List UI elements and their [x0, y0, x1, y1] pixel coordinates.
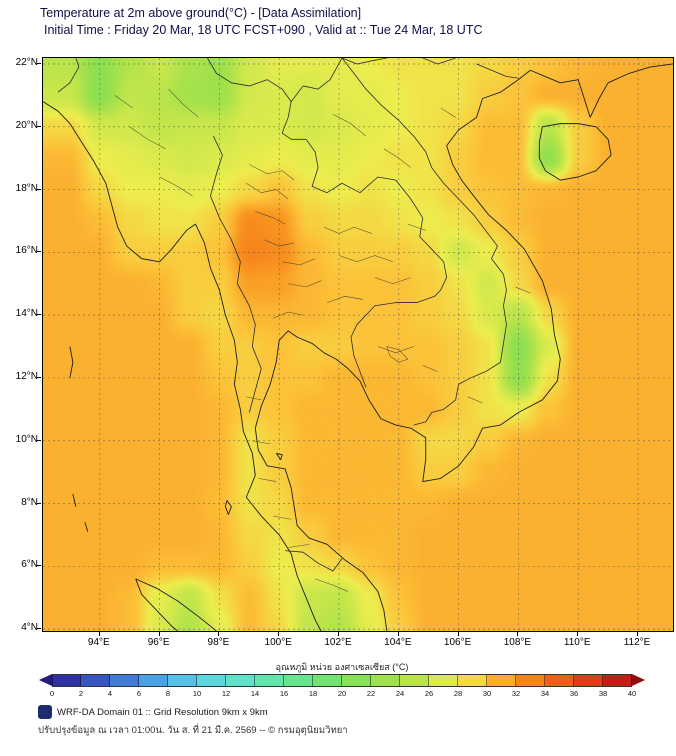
- colorbar-tick-label: 24: [395, 689, 405, 698]
- colorbar-right-arrow: [632, 674, 645, 686]
- colorbar-tick-label: 8: [165, 689, 171, 698]
- x-tick-label: 108°E: [503, 637, 532, 648]
- colorbar-label: อุณหภูมิ หน่วย องศาเซลเซียส (°C): [275, 662, 409, 672]
- colorbar-tick-label: 10: [192, 689, 202, 698]
- x-tick-mark: [637, 632, 639, 636]
- x-tick-label: 104°E: [384, 637, 412, 648]
- colorbar-segment: [487, 675, 516, 686]
- colorbar-tick-label: 0: [49, 689, 55, 698]
- y-tick-mark: [37, 565, 41, 567]
- x-tick-label: 110°E: [563, 637, 591, 648]
- colorbar-tick-label: 30: [482, 689, 492, 698]
- y-tick-mark: [37, 62, 41, 64]
- colorbar-segment: [371, 675, 400, 686]
- colorbar-tick-label: 26: [424, 689, 434, 698]
- colorbar-left-arrow: [39, 674, 52, 686]
- colorbar-tick-label: 14: [250, 689, 260, 698]
- colorbar-ticks: 0 2 4 6 8 10 12 14 16 18 20 22 24 26 28 30 32 34 36 38 40: [49, 689, 637, 699]
- x-tick-label: 98°E: [207, 637, 230, 648]
- x-tick-mark: [98, 632, 100, 636]
- y-tick-label: 18°N: [15, 182, 38, 194]
- x-tick-mark: [278, 632, 280, 636]
- colorbar-segment: [139, 675, 168, 686]
- y-tick-label: 12°N: [15, 370, 38, 382]
- colorbar: [39, 674, 645, 687]
- colorbar-tick-label: 6: [136, 689, 142, 698]
- colorbar-segment: [52, 675, 81, 686]
- y-tick-mark: [37, 376, 41, 378]
- x-tick-mark: [517, 632, 519, 636]
- x-tick-mark: [338, 632, 339, 636]
- x-tick-label: 94°E: [87, 637, 110, 648]
- y-tick-mark: [37, 502, 41, 504]
- footer-update-info: ปรับปรุงข้อมูล ณ เวลา 01:00น. วัน ส. ที่…: [38, 725, 348, 736]
- x-tick-mark: [158, 632, 160, 636]
- y-tick-label: 22°N: [15, 56, 38, 68]
- colorbar-tick-label: 40: [627, 689, 637, 698]
- x-tick-label: 96°E: [147, 637, 170, 648]
- y-tick-mark: [37, 188, 41, 190]
- y-tick-label: 10°N: [15, 433, 38, 445]
- colorbar-segment: [400, 675, 429, 686]
- colorbar-segment: [342, 675, 371, 686]
- colorbar-tick-label: 2: [78, 689, 84, 698]
- colorbar-tick-label: 28: [453, 689, 463, 698]
- colorbar-segment: [81, 675, 110, 686]
- colorbar-tick-label: 12: [221, 689, 231, 698]
- colorbar-segments: [52, 674, 632, 687]
- colorbar-segment: [429, 675, 458, 686]
- colorbar-tick-label: 36: [569, 689, 579, 698]
- y-tick-mark: [37, 314, 41, 316]
- y-tick-mark: [37, 251, 41, 253]
- colorbar-segment: [313, 675, 342, 686]
- x-tick-label: 106°E: [443, 637, 472, 648]
- y-tick-label: 8°N: [21, 496, 38, 508]
- y-tick-label: 14°N: [15, 308, 38, 320]
- x-tick-label: 100°E: [264, 637, 292, 648]
- map-plot: [42, 57, 674, 632]
- colorbar-segment: [574, 675, 603, 686]
- footer-domain-info: WRF-DA Domain 01 :: Grid Resolution 9km …: [57, 707, 268, 718]
- y-tick-label: 6°N: [21, 559, 38, 571]
- colorbar-tick-label: 34: [540, 689, 550, 698]
- colorbar-segment: [516, 675, 545, 686]
- page-title: Temperature at 2m above ground(°C) - [Da…: [40, 6, 362, 20]
- x-tick-mark: [457, 632, 459, 636]
- colorbar-segment: [545, 675, 574, 686]
- colorbar-segment: [110, 675, 139, 686]
- colorbar-tick-label: 32: [511, 689, 521, 698]
- x-tick-mark: [218, 632, 220, 636]
- y-tick-mark: [37, 628, 41, 630]
- x-tick-label: 102°E: [324, 637, 352, 648]
- colorbar-segment: [284, 675, 313, 686]
- colorbar-segment: [255, 675, 284, 686]
- colorbar-tick-label: 18: [308, 689, 318, 698]
- y-tick-label: 4°N: [21, 622, 38, 634]
- y-tick-mark: [37, 125, 41, 127]
- colorbar-segment: [458, 675, 487, 686]
- colorbar-segment: [226, 675, 255, 686]
- colorbar-tick-label: 22: [366, 689, 376, 698]
- map-canvas: [43, 58, 673, 631]
- colorbar-tick-label: 20: [337, 689, 347, 698]
- y-tick-label: 20°N: [15, 119, 38, 131]
- y-tick-mark: [37, 439, 41, 441]
- x-tick-label: 112°E: [623, 637, 651, 648]
- colorbar-tick-label: 16: [279, 689, 289, 698]
- colorbar-tick-label: 4: [107, 689, 113, 698]
- x-tick-mark: [577, 632, 579, 636]
- colorbar-tick-label: 38: [598, 689, 608, 698]
- colorbar-segment: [168, 675, 197, 686]
- page-subtitle: Initial Time : Friday 20 Mar, 18 UTC FCS…: [44, 23, 483, 37]
- y-tick-label: 16°N: [15, 245, 38, 257]
- colorbar-segment: [197, 675, 226, 686]
- x-tick-mark: [397, 632, 399, 636]
- colorbar-segment: [603, 675, 632, 686]
- tmd-logo: [38, 705, 52, 719]
